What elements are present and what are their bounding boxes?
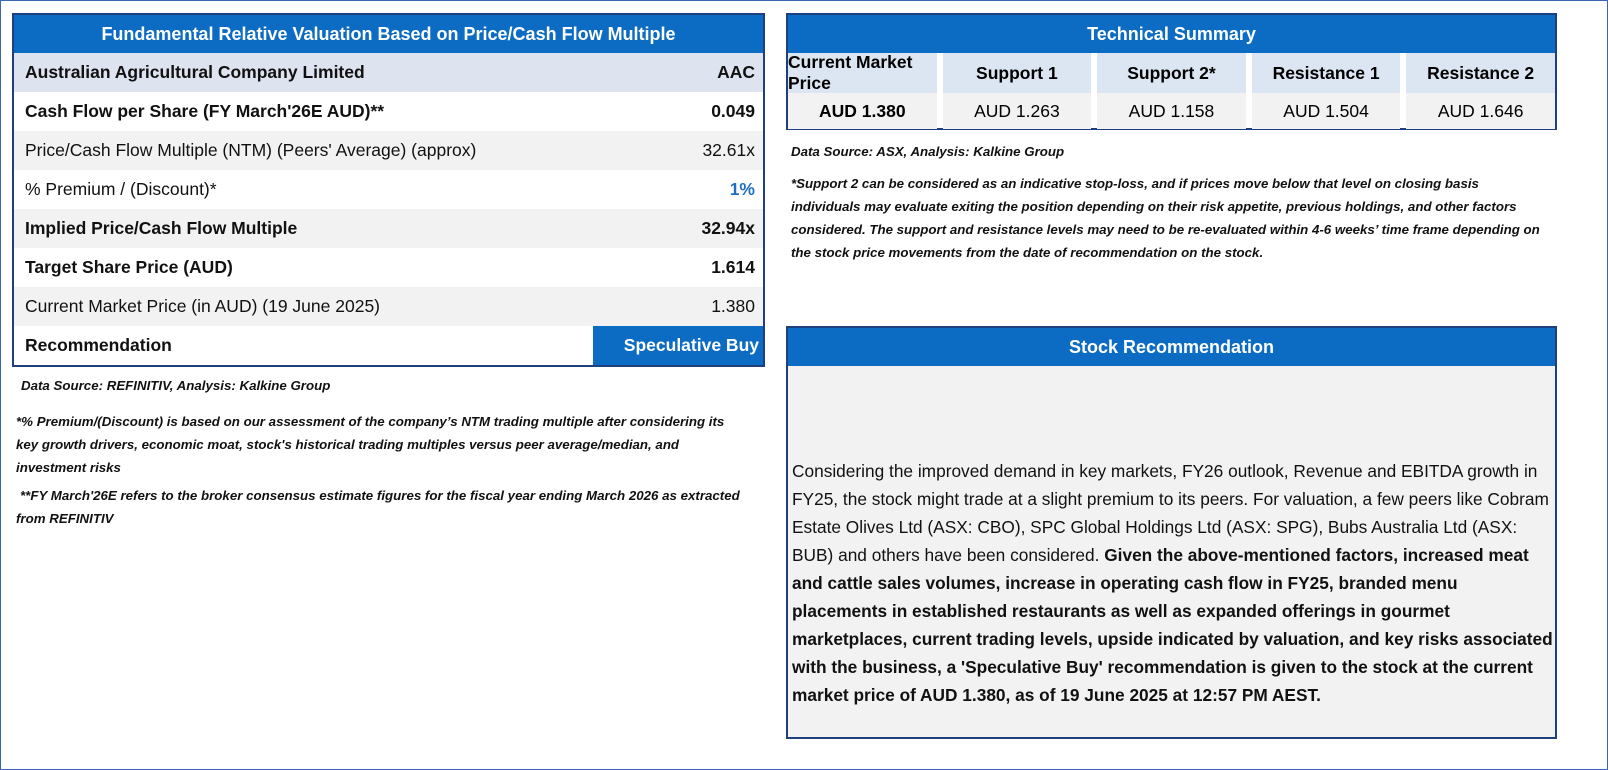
valuation-title: Fundamental Relative Valuation Based on … <box>14 15 763 53</box>
row-value: 1.614 <box>711 257 755 277</box>
row-value: 0.049 <box>711 101 755 121</box>
valuation-row: % Premium / (Discount)* 1% <box>14 170 763 209</box>
technical-value: AUD 1.158 <box>1097 93 1246 129</box>
company-name: Australian Agricultural Company Limited <box>25 62 365 82</box>
recommendation-row: Recommendation Speculative Buy <box>14 326 763 365</box>
technical-value: AUD 1.263 <box>942 93 1092 129</box>
stock-recommendation: Stock Recommendation Considering the imp… <box>786 326 1557 739</box>
text-bold: Given the above-mentioned factors, incre… <box>792 545 1553 705</box>
valuation-table: Fundamental Relative Valuation Based on … <box>12 13 765 367</box>
row-label: % Premium / (Discount)* <box>25 179 217 199</box>
text-plain: Considering the improved demand in key m… <box>792 461 1549 565</box>
valuation-rows: Cash Flow per Share (FY March'26E AUD)**… <box>14 92 763 326</box>
valuation-note: *% Premium/(Discount) is based on our as… <box>16 414 725 475</box>
valuation-row: Price/Cash Flow Multiple (NTM) (Peers' A… <box>14 131 763 170</box>
row-label: Cash Flow per Share (FY March'26E AUD)** <box>25 101 385 121</box>
row-value: 1.380 <box>711 296 755 316</box>
technical-value: AUD 1.380 <box>788 93 937 129</box>
row-label: Current Market Price (in AUD) (19 June 2… <box>25 296 380 316</box>
recommendation-label: Recommendation <box>25 335 172 355</box>
technical-source: Data Source: ASX, Analysis: Kalkine Grou… <box>791 144 1065 159</box>
technical-value: AUD 1.646 <box>1406 93 1555 129</box>
valuation-row: Implied Price/Cash Flow Multiple 32.94x <box>14 209 763 248</box>
stock-recommendation-title: Stock Recommendation <box>788 328 1555 366</box>
row-label: Implied Price/Cash Flow Multiple <box>25 218 298 238</box>
row-label: Price/Cash Flow Multiple (NTM) (Peers' A… <box>25 140 477 160</box>
technical-header: Resistance 2 <box>1406 53 1555 93</box>
technical-value: AUD 1.504 <box>1251 93 1401 129</box>
technical-header: Support 1 <box>942 53 1092 93</box>
technical-values: AUD 1.380 AUD 1.263 AUD 1.158 AUD 1.504 AUD … <box>788 93 1555 129</box>
valuation-source: Data Source: REFINITIV, Analysis: Kalkin… <box>21 378 331 393</box>
valuation-row: Target Share Price (AUD) 1.614 <box>14 248 763 287</box>
technical-headers: Current Market Price Support 1 Support 2* R… <box>788 52 1555 93</box>
row-label: Target Share Price (AUD) <box>25 257 233 277</box>
technical-table: Technical Summary Current Market Price Su… <box>786 13 1557 130</box>
valuation-note: **FY March'26E refers to the broker cons… <box>16 488 740 526</box>
row-value: 32.94x <box>701 218 755 238</box>
technical-note: *Support 2 can be considered as an indic… <box>791 176 1540 260</box>
technical-header: Current Market Price <box>788 52 937 93</box>
company-row: Australian Agricultural Company Limited … <box>14 53 763 92</box>
row-value: 1% <box>729 179 755 199</box>
technical-header: Resistance 1 <box>1251 53 1401 93</box>
row-value: 32.61x <box>702 140 755 160</box>
technical-title: Technical Summary <box>788 15 1555 53</box>
technical-header: Support 2* <box>1097 53 1246 93</box>
ticker: AAC <box>717 62 755 82</box>
recommendation-text: Considering the improved demand in key m… <box>792 457 1553 709</box>
recommendation-value: Speculative Buy <box>593 326 763 365</box>
valuation-row: Cash Flow per Share (FY March'26E AUD)**… <box>14 92 763 131</box>
valuation-row: Current Market Price (in AUD) (19 June 2… <box>14 287 763 326</box>
